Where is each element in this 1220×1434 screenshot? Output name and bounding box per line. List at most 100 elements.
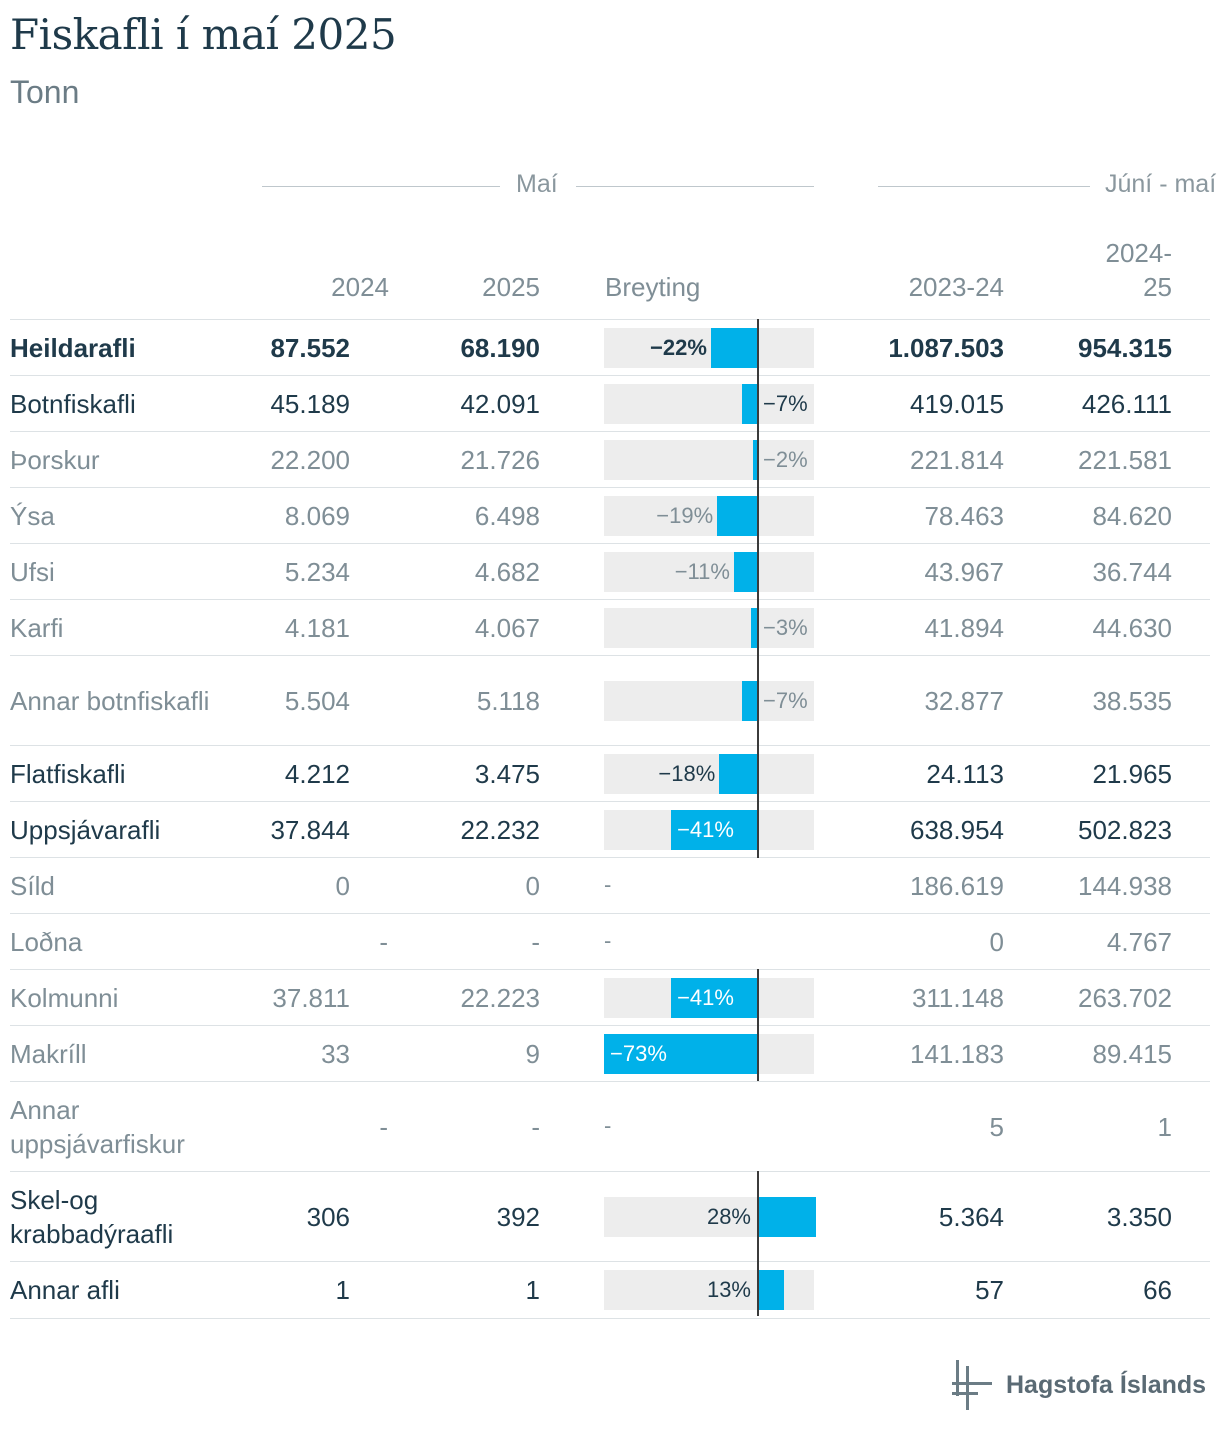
change-bar-cell: −22% [604,320,814,376]
change-bar-background [604,440,814,480]
change-bar-cell: - [604,914,814,970]
hagstofa-logo-text: Hagstofa Íslands [1006,1370,1207,1399]
value-2023-24: 24.113 [926,758,1004,789]
change-bar [733,552,757,592]
table-row: Flatfiskafli 4.212 3.475 24.113 21.965 −18% [10,745,1210,802]
value-2023-24: 78.463 [924,500,1004,531]
value-2024: 37.811 [272,982,350,1013]
table-row: Heildarafli 87.552 68.190 1.087.503 954.315 −… [10,319,1210,376]
value-2024: 5.234 [284,556,350,587]
value-2025: - [531,1111,540,1142]
change-bar-background [604,608,814,648]
table-row: Makríll 33 9 141.183 89.415 −73% [10,1025,1210,1082]
value-2024-25: 263.702 [1078,982,1172,1013]
value-2023-24: 57 [975,1274,1004,1305]
change-bar-cell: - [604,1082,814,1172]
value-2024: - [379,1111,388,1142]
junemay-group-line-left [878,186,1090,187]
col-2024-25-header-line1: 2024- [1105,238,1173,268]
change-bar-cell: −2% [604,432,814,488]
value-2024: 33 [321,1038,350,1069]
change-bar-cell: 13% [604,1262,814,1318]
value-2025: - [531,926,540,957]
row-label: Flatfiskafli [10,759,126,789]
col-2024-header: 2024 [331,272,389,302]
value-2024: 1 [335,1274,350,1305]
value-2025: 6.498 [474,500,540,531]
value-2024-25: 44.630 [1092,612,1172,643]
change-bar [717,496,757,536]
value-2025: 21.726 [460,444,540,475]
value-2023-24: 186.619 [910,870,1004,901]
value-2025: 5.118 [476,685,540,716]
value-2024: 87.552 [270,332,350,363]
change-label: 13% [706,1277,751,1302]
change-bar-cell: −41% [604,970,814,1026]
change-bar [757,1197,816,1237]
row-label: Þorskur [10,445,100,475]
row-label: Botnfiskafli [10,389,136,419]
change-zero-axis [757,319,759,858]
chart-subtitle: Tonn [10,74,80,110]
value-2024-25: 89.415 [1092,1038,1172,1069]
value-2024-25: 3.350 [1106,1201,1172,1232]
change-bar [742,681,757,721]
value-2023-24: 43.967 [924,556,1004,587]
change-bar-cell: 28% [604,1172,816,1262]
table-row: Kolmunni 37.811 22.223 311.148 263.702 −41% [10,969,1210,1026]
row-label: Annar uppsjávarfiskur [10,1095,185,1159]
hagstofa-logo: Hagstofa Íslands [952,1360,1206,1410]
change-bar-background [604,754,814,794]
change-bar-cell: −19% [604,488,814,544]
value-2025: 4.682 [474,556,540,587]
value-2023-24: 311.148 [911,982,1004,1013]
value-2023-24: 638.954 [910,814,1004,845]
change-bar-background [604,384,814,424]
change-label: - [604,872,612,897]
change-label: −22% [650,335,707,360]
change-bar-cell: −7% [604,376,814,432]
value-2024-25: 66 [1143,1274,1172,1305]
table-row: Þorskur 22.200 21.726 221.814 221.581 −2% [10,431,1210,488]
col-2023-24-header: 2023-24 [908,272,1004,302]
value-2023-24: 1.087.503 [888,332,1004,363]
change-label: −19% [656,503,714,528]
change-zero-axis-bottom [757,1171,759,1316]
change-bar-background [604,552,814,592]
value-2024: 306 [306,1201,350,1232]
change-bar-background [604,328,814,368]
value-2025: 4.067 [474,612,540,643]
value-2025: 22.232 [460,814,540,845]
row-label: Ufsi [10,557,55,587]
hagstofa-logo-icon [952,1360,992,1410]
row-label: Síld [10,871,55,901]
value-2023-24: 32.877 [924,685,1004,716]
change-bar-cell: −18% [604,746,814,802]
value-2024-25: 1 [1157,1111,1172,1142]
change-zero-axis-lower [757,969,759,1081]
value-2024-25: 426.111 [1081,388,1172,419]
table-row: Annar afli 1 1 57 66 13% [10,1261,1210,1319]
value-2024: 8.069 [284,500,350,531]
table-row: Loðna - - 0 4.767 - [10,913,1210,970]
value-2023-24: 5 [989,1111,1004,1142]
change-label: - [604,1113,612,1138]
value-2024-25: 954.315 [1078,332,1172,363]
value-2023-24: 41.894 [924,612,1004,643]
change-bar [671,810,757,850]
value-2025: 9 [525,1038,540,1069]
change-bar-cell: −73% [604,1026,814,1082]
junemay-group-label: Júní - maí [1105,170,1217,198]
row-label: Makríll [10,1039,87,1069]
table-row: Ufsi 5.234 4.682 43.967 36.744 −11% [10,543,1210,600]
change-label: −73% [610,1041,667,1066]
change-label: −41% [677,817,734,842]
row-label: Loðna [10,927,83,957]
value-2024-25: 4.767 [1106,926,1172,957]
row-label: Ýsa [10,501,55,531]
value-2024: 4.181 [284,612,350,643]
change-label: −3% [763,615,808,640]
value-2025: 1 [525,1274,540,1305]
chart-title: Fiskafli í maí 2025 [10,10,397,59]
value-2023-24: 419.015 [910,388,1004,419]
